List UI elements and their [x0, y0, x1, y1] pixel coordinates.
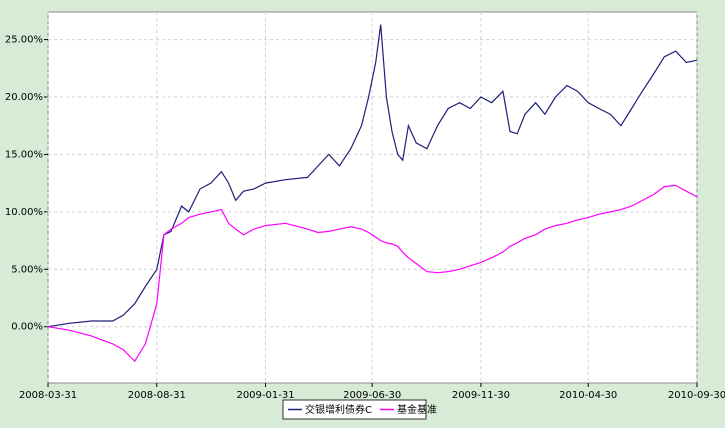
x-tick-label: 2008-03-31 — [19, 390, 77, 401]
y-tick-label: 15.00% — [5, 149, 43, 160]
x-tick-label: 2010-09-30 — [668, 390, 725, 401]
x-tick-label: 2009-01-31 — [236, 390, 294, 401]
x-tick-label: 2010-04-30 — [559, 390, 617, 401]
y-tick-label: 20.00% — [5, 92, 43, 103]
legend-label: 基金基准 — [397, 403, 437, 416]
x-tick-label: 2008-08-31 — [128, 390, 186, 401]
legend — [282, 399, 427, 420]
y-tick-label: 10.00% — [5, 207, 43, 218]
x-tick-label: 2009-11-30 — [452, 390, 510, 401]
series-line — [47, 184, 698, 363]
legend-label: 交银增利债券C — [305, 403, 372, 416]
y-tick-label: 25.00% — [5, 35, 43, 46]
x-tick-label: 2009-06-30 — [343, 390, 401, 401]
y-tick-label: 0.00% — [11, 322, 43, 333]
series-line — [47, 24, 698, 328]
y-tick-label: 5.00% — [11, 264, 43, 275]
